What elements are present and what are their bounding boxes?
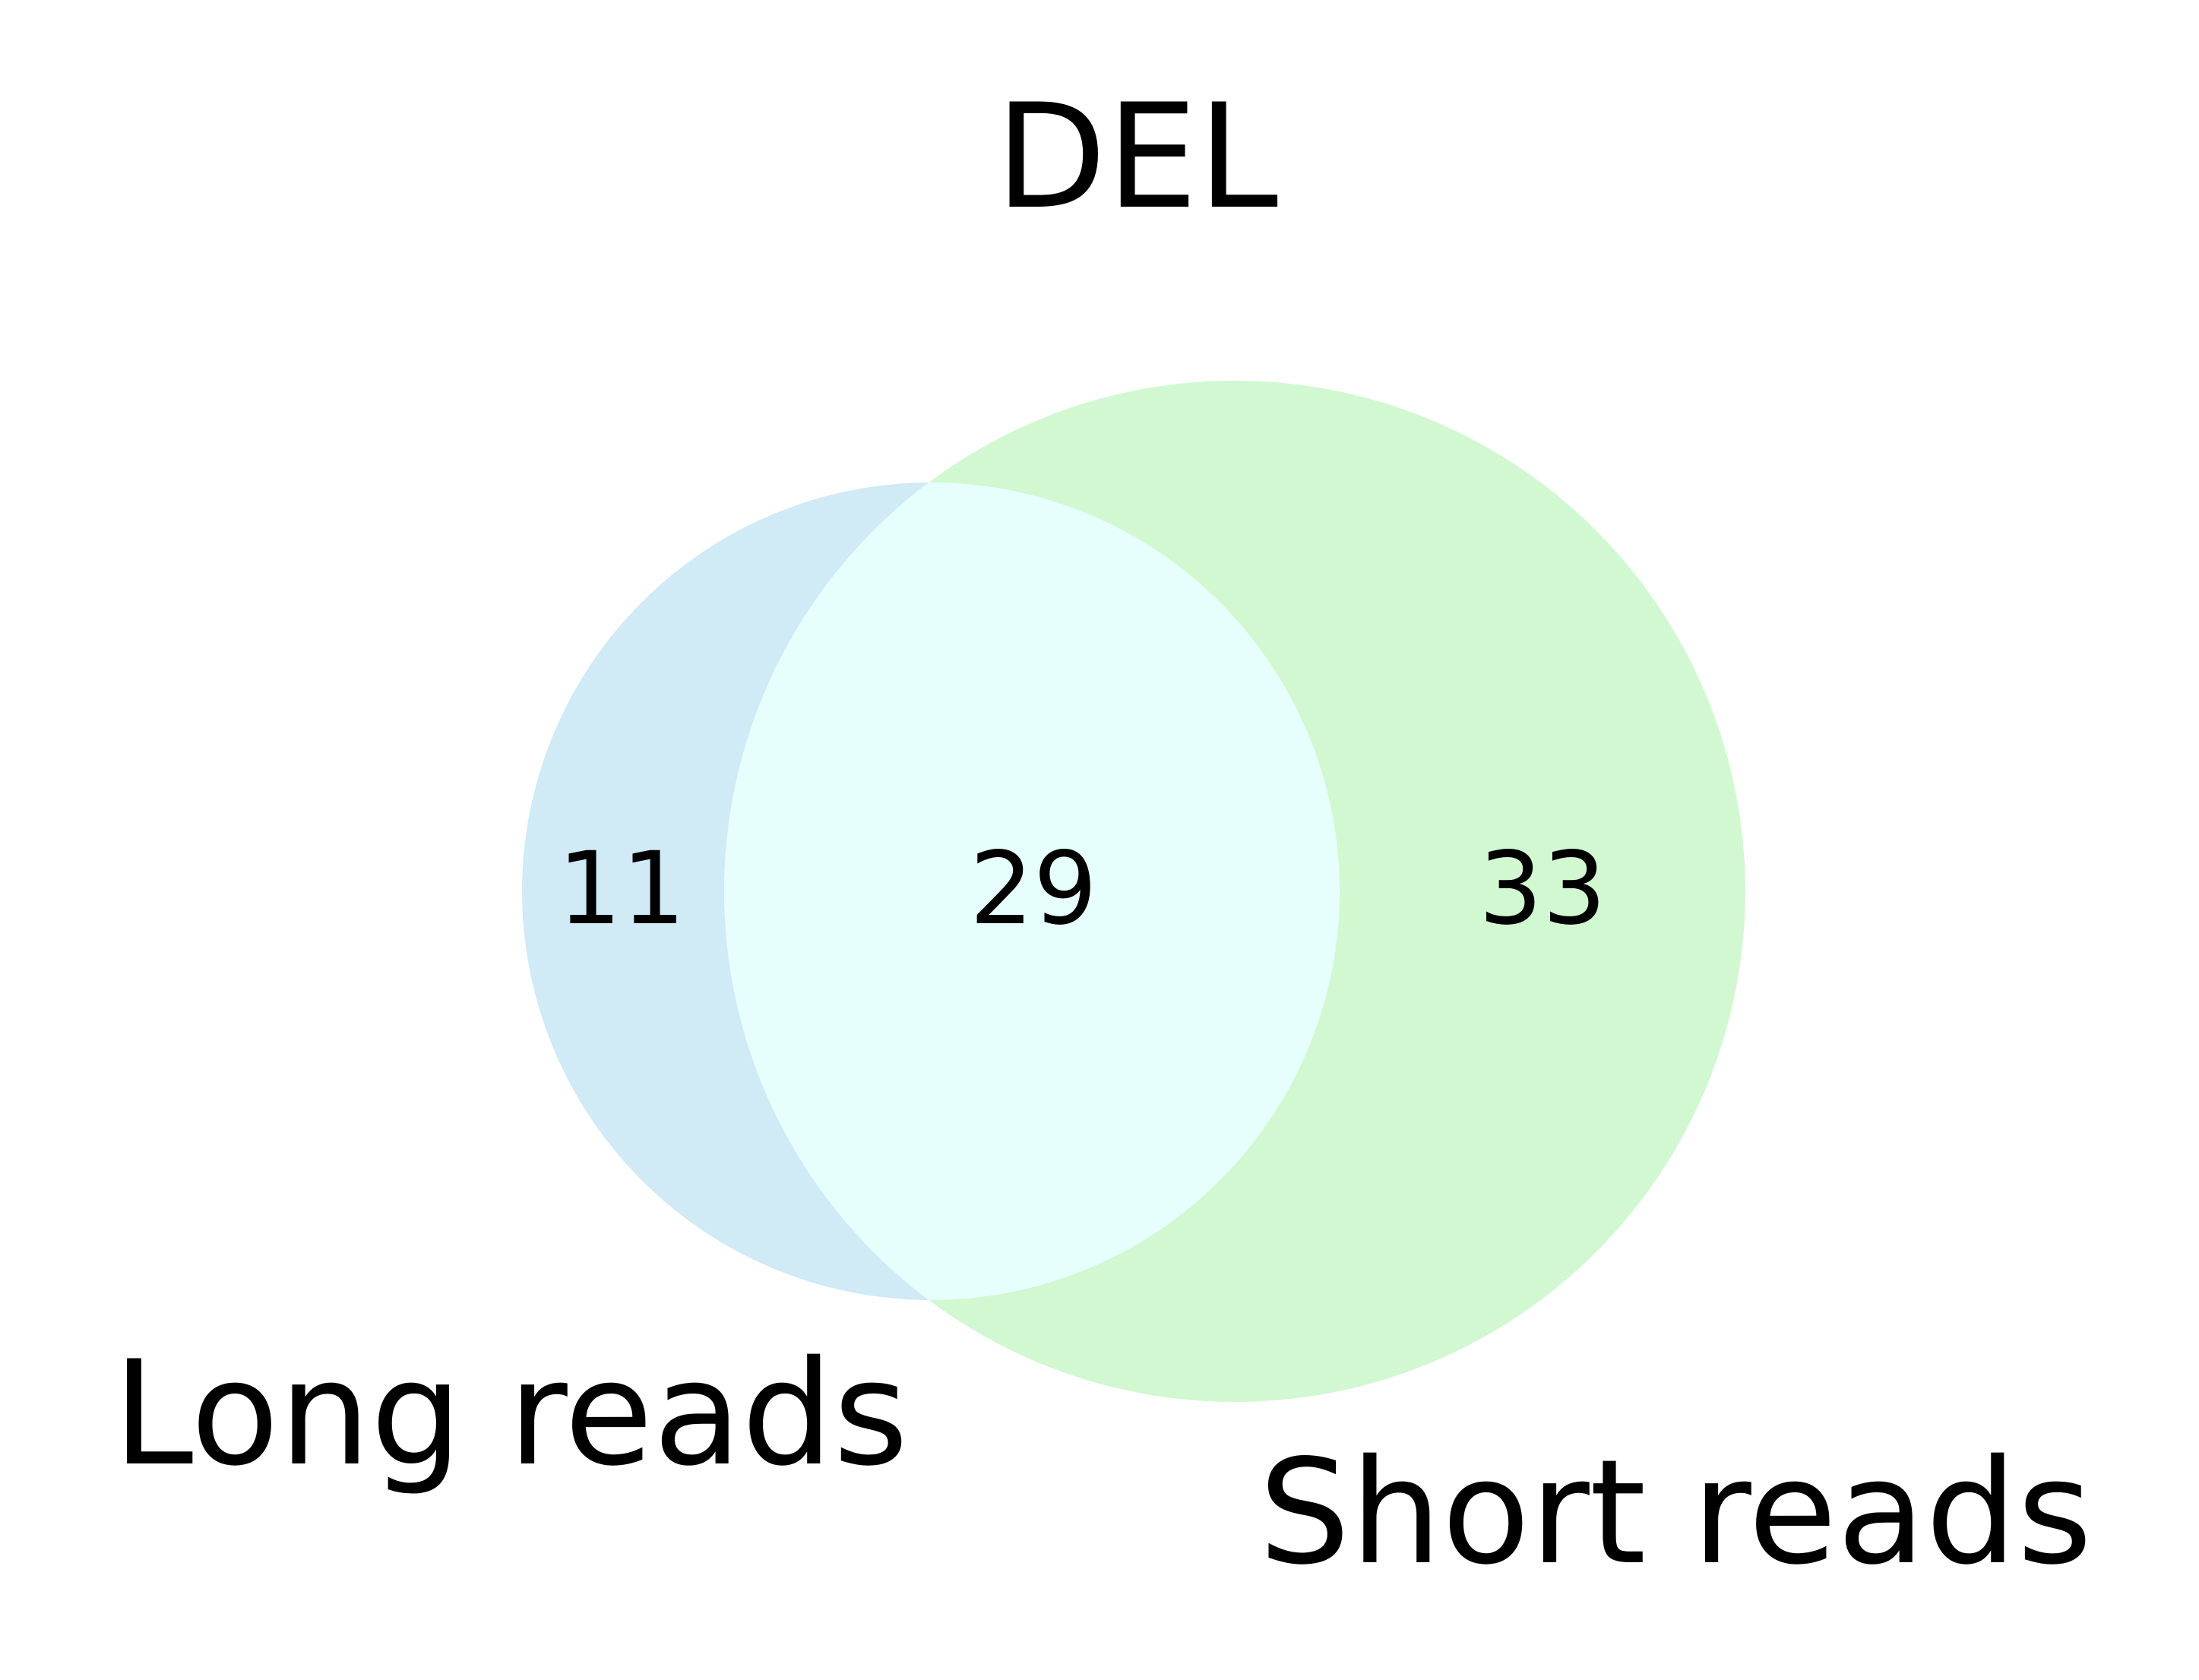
long-reads-label: Long reads — [112, 1330, 908, 1498]
long-only-count: 11 — [558, 831, 685, 948]
diagram-title: DEL — [995, 73, 1278, 241]
intersection-count: 29 — [970, 831, 1097, 948]
short-reads-label: Short reads — [1258, 1428, 2092, 1596]
overlap-region — [724, 482, 1340, 1300]
short-only-count: 33 — [1479, 831, 1606, 948]
